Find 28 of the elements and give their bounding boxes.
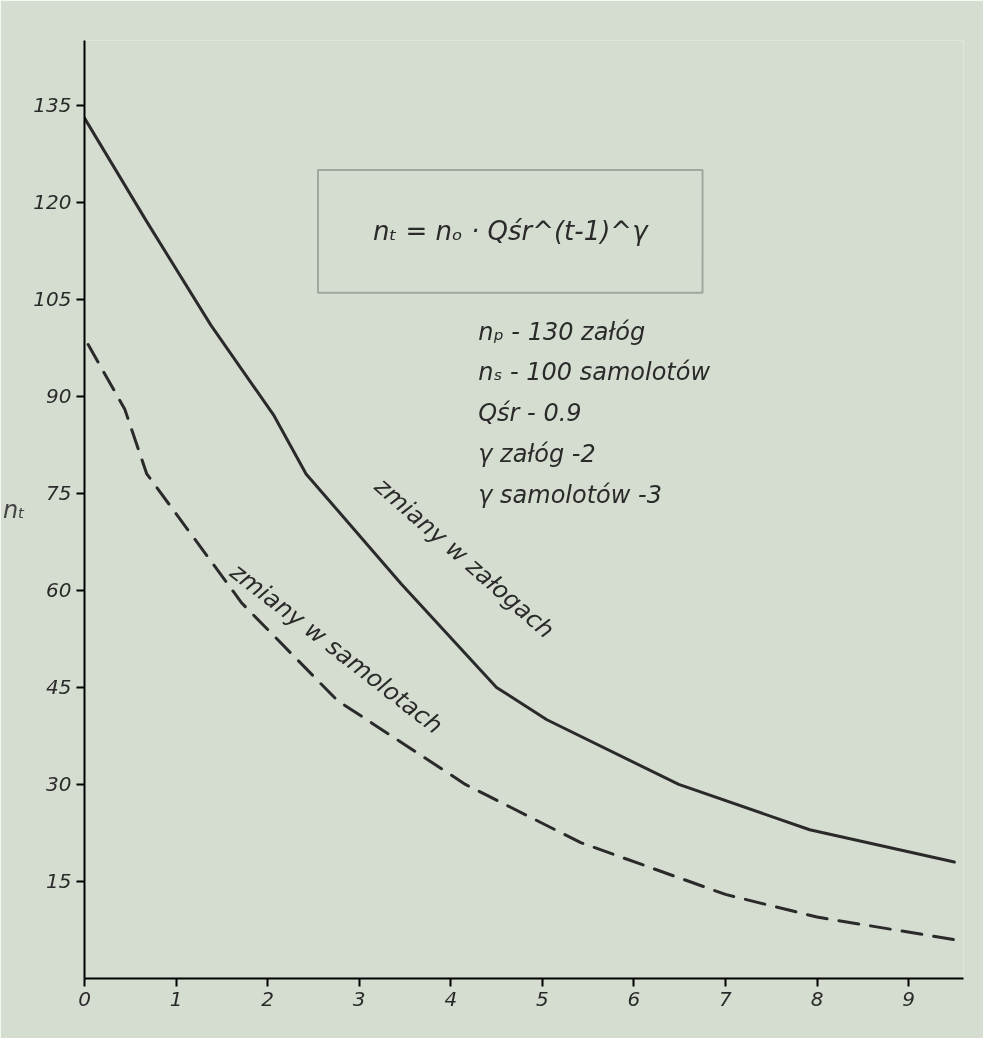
y-tick-label: 75 bbox=[46, 481, 72, 506]
x-tick-label: 4 bbox=[444, 986, 458, 1011]
annotation: nₚ - 130 załóg bbox=[478, 317, 646, 346]
y-axis-title: nₜ bbox=[3, 495, 26, 524]
x-tick-label: 8 bbox=[810, 986, 824, 1011]
line-series bbox=[86, 343, 956, 942]
y-tick-label: 105 bbox=[33, 287, 72, 312]
y-tick-label: 60 bbox=[46, 578, 72, 603]
x-tick-label: 1 bbox=[169, 986, 183, 1011]
annotation: nₜ = nₒ · Qśr^(t-1)^γ bbox=[372, 216, 650, 247]
annotation: γ samolotów -3 bbox=[478, 480, 662, 509]
y-tick-label: 135 bbox=[33, 93, 72, 118]
x-tick-label: 2 bbox=[261, 986, 274, 1011]
y-tick-label: 45 bbox=[46, 675, 72, 700]
y-tick-label: 90 bbox=[46, 384, 72, 409]
y-tick-label: 15 bbox=[46, 869, 72, 894]
x-tick-label: 6 bbox=[627, 986, 641, 1011]
line-series bbox=[84, 116, 956, 864]
annotation: Qśr - 0.9 bbox=[478, 399, 582, 428]
y-tick-label: 120 bbox=[33, 190, 72, 215]
y-tick-label: 30 bbox=[46, 772, 72, 797]
x-tick-label: 0 bbox=[78, 986, 91, 1011]
x-tick-label: 3 bbox=[352, 986, 366, 1011]
annotation: nₛ - 100 samolotów bbox=[478, 358, 711, 387]
x-tick-label: 7 bbox=[719, 986, 733, 1011]
annotation: γ załóg -2 bbox=[478, 439, 596, 468]
x-tick-label: 9 bbox=[902, 986, 915, 1011]
x-tick-label: 5 bbox=[535, 986, 549, 1011]
